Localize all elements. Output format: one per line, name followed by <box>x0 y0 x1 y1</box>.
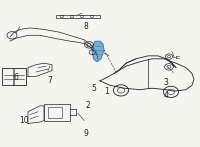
Text: 4: 4 <box>164 91 168 100</box>
Bar <box>44 104 70 121</box>
Bar <box>2 68 26 85</box>
Text: 6: 6 <box>14 73 18 82</box>
Text: 7: 7 <box>48 76 52 85</box>
Text: 2: 2 <box>86 101 90 110</box>
Text: 10: 10 <box>19 116 29 125</box>
Polygon shape <box>92 41 104 62</box>
Text: 5: 5 <box>92 84 96 93</box>
Bar <box>48 107 62 118</box>
Bar <box>56 15 100 18</box>
Text: 8: 8 <box>84 22 88 31</box>
Text: 1: 1 <box>105 87 109 96</box>
Text: 3: 3 <box>164 78 168 87</box>
Text: 9: 9 <box>84 129 88 138</box>
